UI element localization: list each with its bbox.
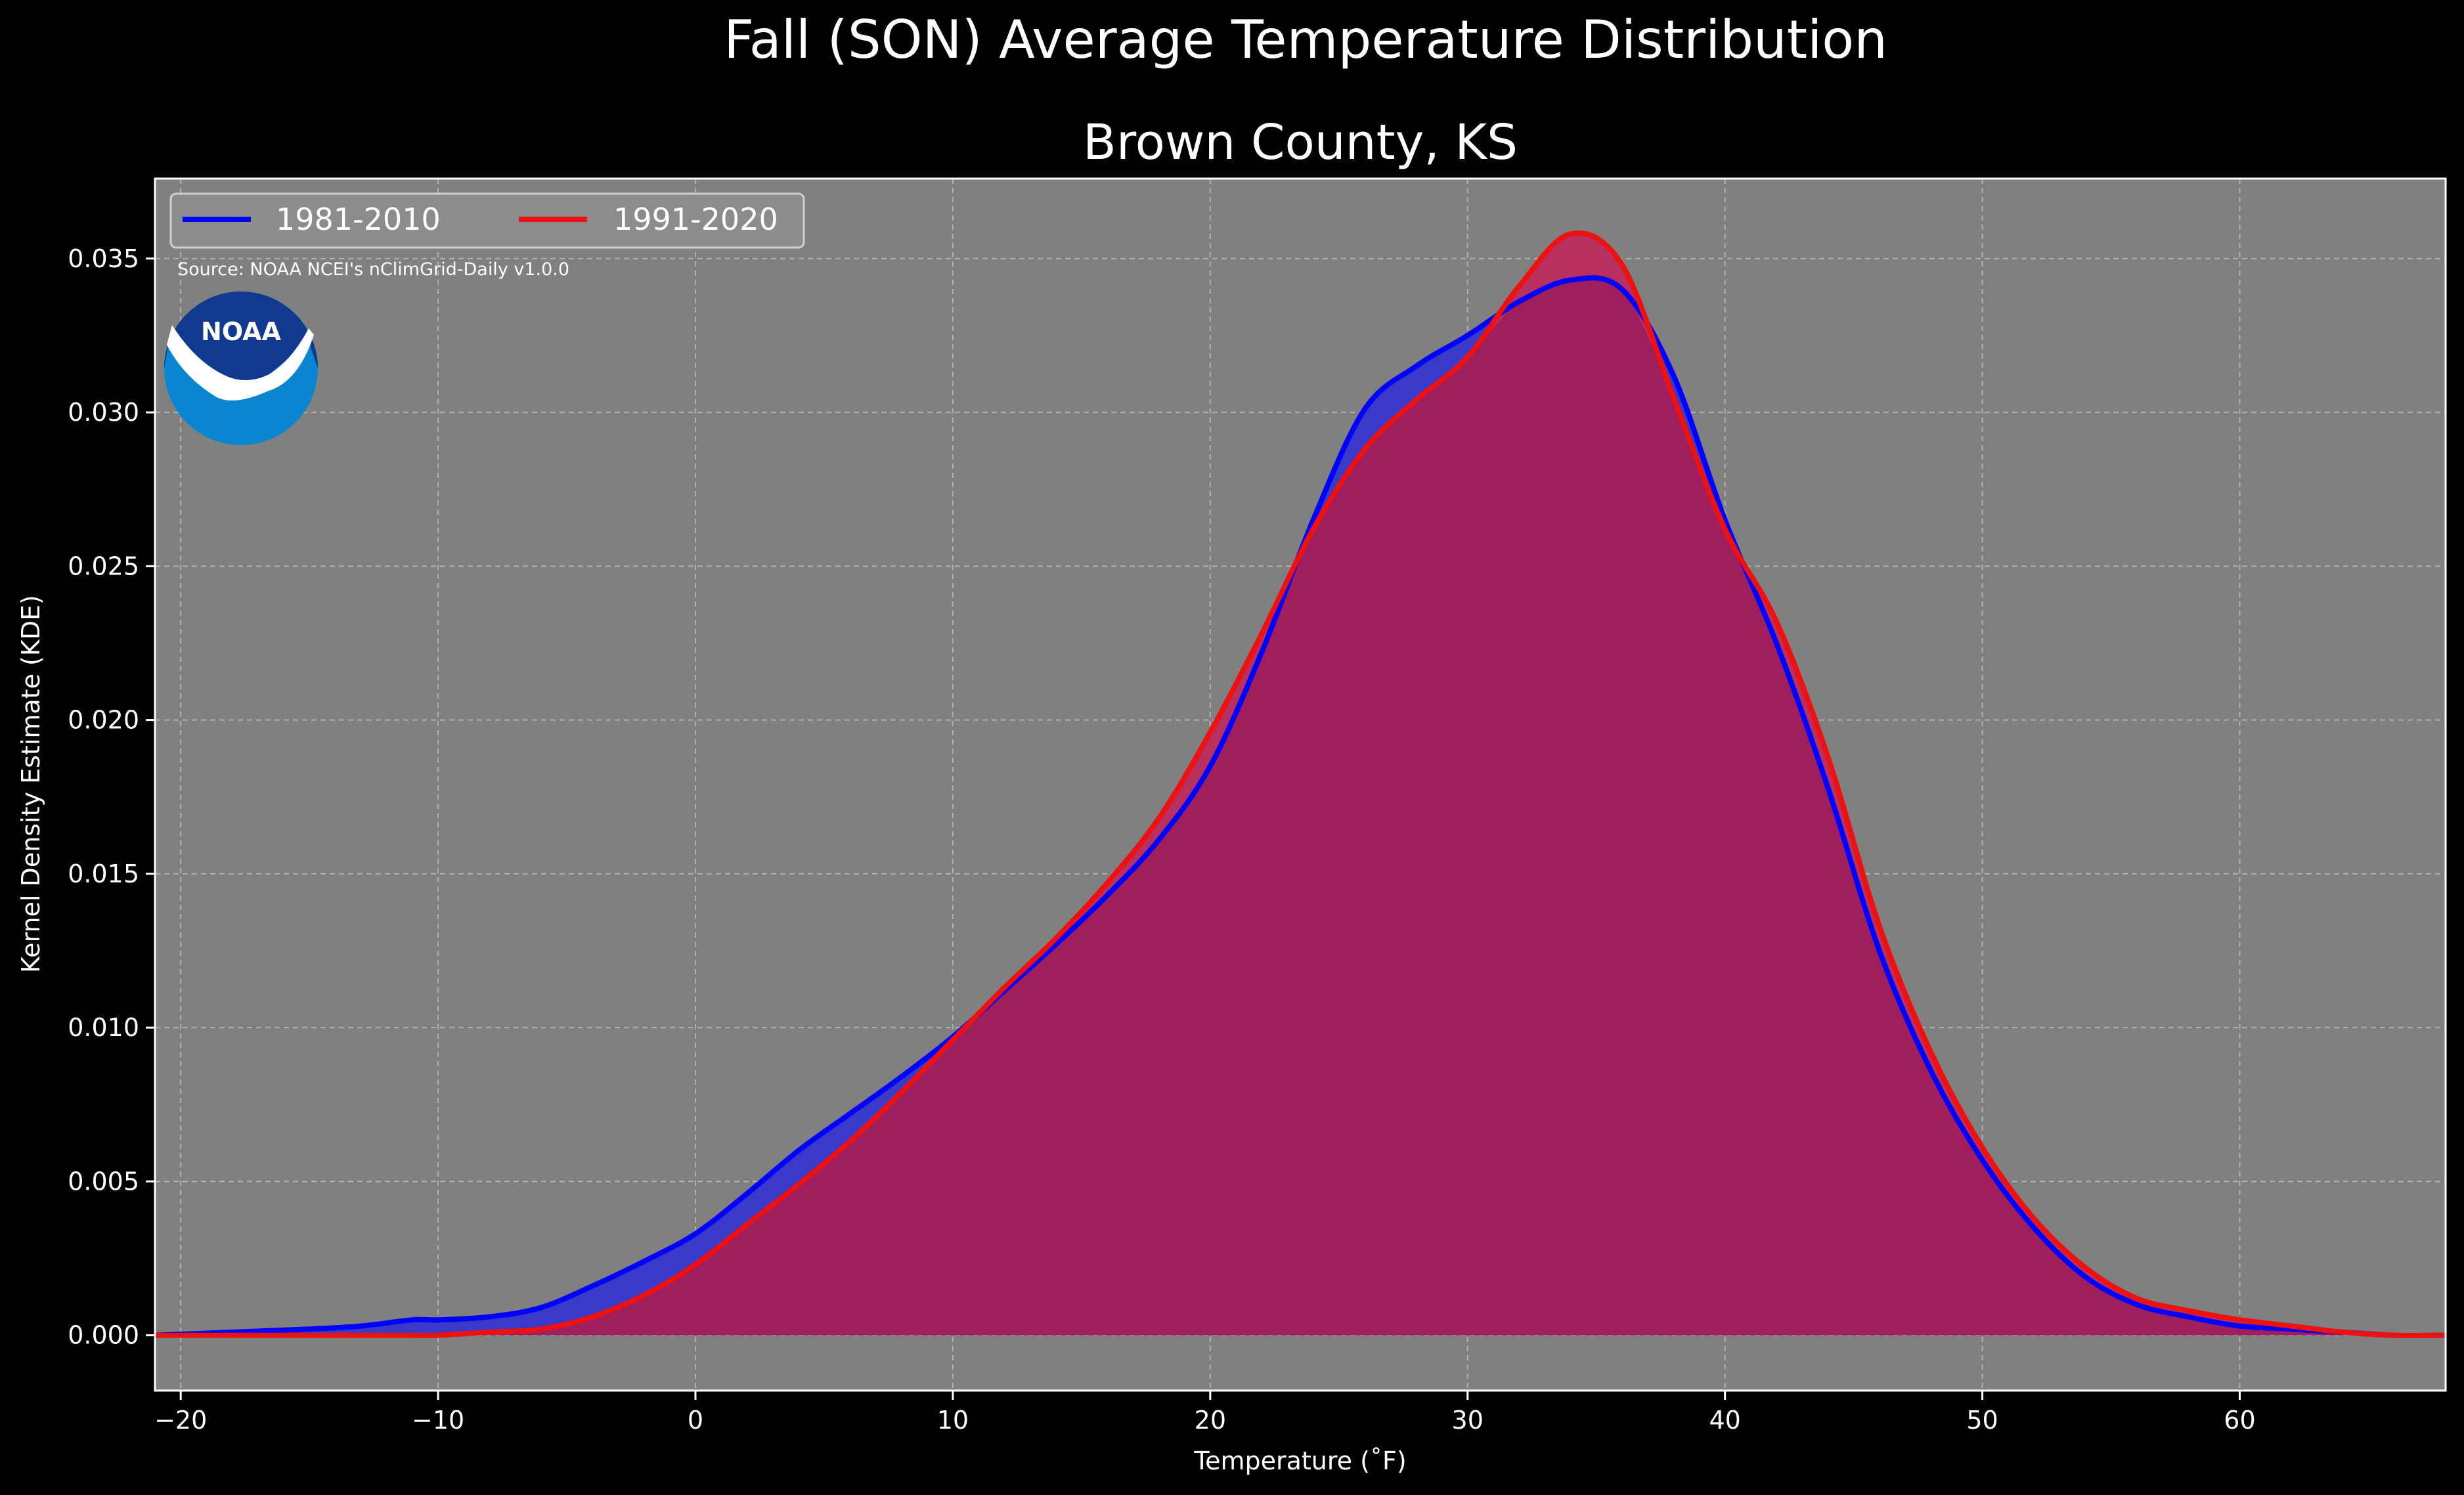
chart-title: Fall (SON) Average Temperature Distribut… bbox=[724, 9, 1887, 70]
y-tick-label: 0.005 bbox=[68, 1167, 139, 1196]
series-line-1991-2020 bbox=[154, 230, 2446, 1339]
x-tick-label: 40 bbox=[1709, 1406, 1740, 1435]
series-line-1981-2010 bbox=[154, 275, 2446, 1339]
y-tick-label: 0.010 bbox=[68, 1013, 139, 1042]
x-tick-label: 60 bbox=[2224, 1406, 2255, 1435]
legend-label-1991-2020: 1991-2020 bbox=[613, 202, 778, 237]
x-tick-label: 20 bbox=[1195, 1406, 1226, 1435]
y-tick-label: 0.030 bbox=[68, 398, 139, 427]
x-axis-ticks: −20 −10 0 10 20 30 40 50 60 bbox=[154, 1391, 2256, 1435]
y-tick-label: 0.015 bbox=[68, 859, 139, 888]
x-tick-label: 0 bbox=[688, 1406, 703, 1435]
x-tick-label: 10 bbox=[937, 1406, 969, 1435]
y-tick-label: 0.035 bbox=[68, 244, 139, 273]
y-tick-label: 0.020 bbox=[68, 706, 139, 735]
legend: 1981-2010 1991-2020 bbox=[169, 192, 805, 249]
y-axis-label: Kernel Density Estimate (KDE) bbox=[16, 595, 45, 973]
series-fills bbox=[155, 233, 2446, 1336]
noaa-logo: NOAA bbox=[164, 292, 318, 445]
legend-label-1981-2010: 1981-2010 bbox=[276, 202, 441, 237]
y-tick-label: 0.025 bbox=[68, 552, 139, 580]
noaa-logo-text: NOAA bbox=[201, 317, 281, 346]
x-tick-label: 50 bbox=[1966, 1406, 1998, 1435]
y-tick-label: 0.000 bbox=[68, 1321, 139, 1350]
plot-frame bbox=[154, 177, 2447, 1392]
source-note: Source: NOAA NCEI's nClimGrid-Daily v1.0… bbox=[177, 259, 569, 280]
x-tick-label: −20 bbox=[154, 1406, 207, 1435]
x-axis-label: Temperature (˚F) bbox=[1193, 1446, 1406, 1475]
chart-subtitle: Brown County, KS bbox=[1083, 114, 1518, 171]
x-tick-label: 30 bbox=[1452, 1406, 1484, 1435]
area-overlap bbox=[155, 276, 2446, 1336]
y-axis-ticks: 0.000 0.005 0.010 0.015 0.020 0.025 0.030 0.035 bbox=[68, 244, 155, 1350]
noaa-logo-top bbox=[164, 292, 318, 387]
series-lines bbox=[154, 230, 2446, 1339]
legend-box bbox=[169, 192, 805, 249]
noaa-logo-gull bbox=[167, 325, 314, 401]
x-tick-label: −10 bbox=[412, 1406, 464, 1435]
